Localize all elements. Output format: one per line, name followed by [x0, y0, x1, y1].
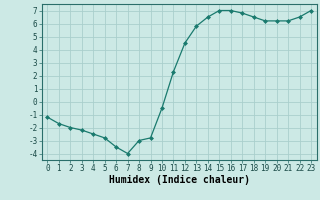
X-axis label: Humidex (Indice chaleur): Humidex (Indice chaleur) [109, 175, 250, 185]
